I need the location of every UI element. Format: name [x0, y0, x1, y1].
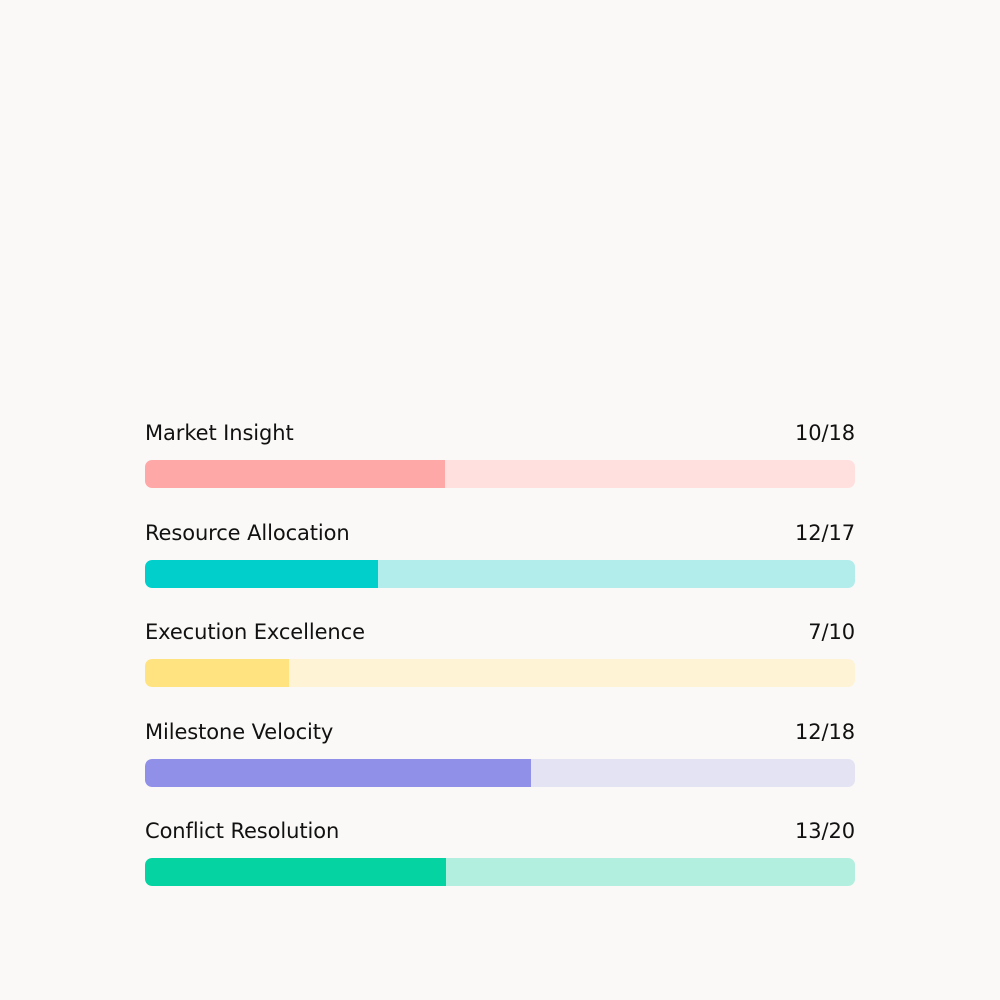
bar-row: Market Insight 10/18 — [145, 417, 855, 517]
bar-track — [145, 659, 855, 687]
bar-track — [145, 559, 855, 588]
bar-track — [145, 858, 855, 886]
bar-track — [145, 758, 855, 787]
progress-chart: Market Insight 10/18 Resource Allocation 12… — [145, 417, 855, 915]
bar-header: Resource Allocation 12/17 — [145, 517, 855, 549]
value-label: 12/18 — [794, 719, 855, 744]
category-label: Execution Excellence — [145, 620, 365, 644]
category-label: Resource Allocation — [145, 520, 350, 545]
value-label: 12/17 — [794, 520, 855, 545]
bar-header: Execution Excellence 7/10 — [145, 616, 855, 648]
bar-row: Execution Excellence 7/10 — [145, 616, 855, 716]
bar-row: Milestone Velocity 12/18 — [145, 716, 855, 816]
bar-row: Resource Allocation 12/17 — [145, 517, 855, 617]
bar-row: Conflict Resolution 13/20 — [145, 815, 855, 915]
category-label: Market Insight — [145, 421, 294, 445]
bar-header: Market Insight 10/18 — [145, 417, 855, 449]
category-label: Milestone Velocity — [145, 719, 334, 744]
bar-fill — [145, 559, 378, 588]
bar-header: Conflict Resolution 13/20 — [145, 815, 855, 847]
value-label: 10/18 — [794, 421, 855, 445]
bar-fill — [145, 858, 446, 886]
bar-fill — [145, 659, 290, 687]
bar-fill — [145, 460, 446, 488]
value-label: 13/20 — [794, 819, 855, 843]
bar-track — [145, 460, 855, 488]
category-label: Conflict Resolution — [145, 819, 340, 843]
bar-fill — [145, 758, 532, 787]
bar-header: Milestone Velocity 12/18 — [145, 716, 855, 748]
value-label: 7/10 — [808, 620, 855, 644]
